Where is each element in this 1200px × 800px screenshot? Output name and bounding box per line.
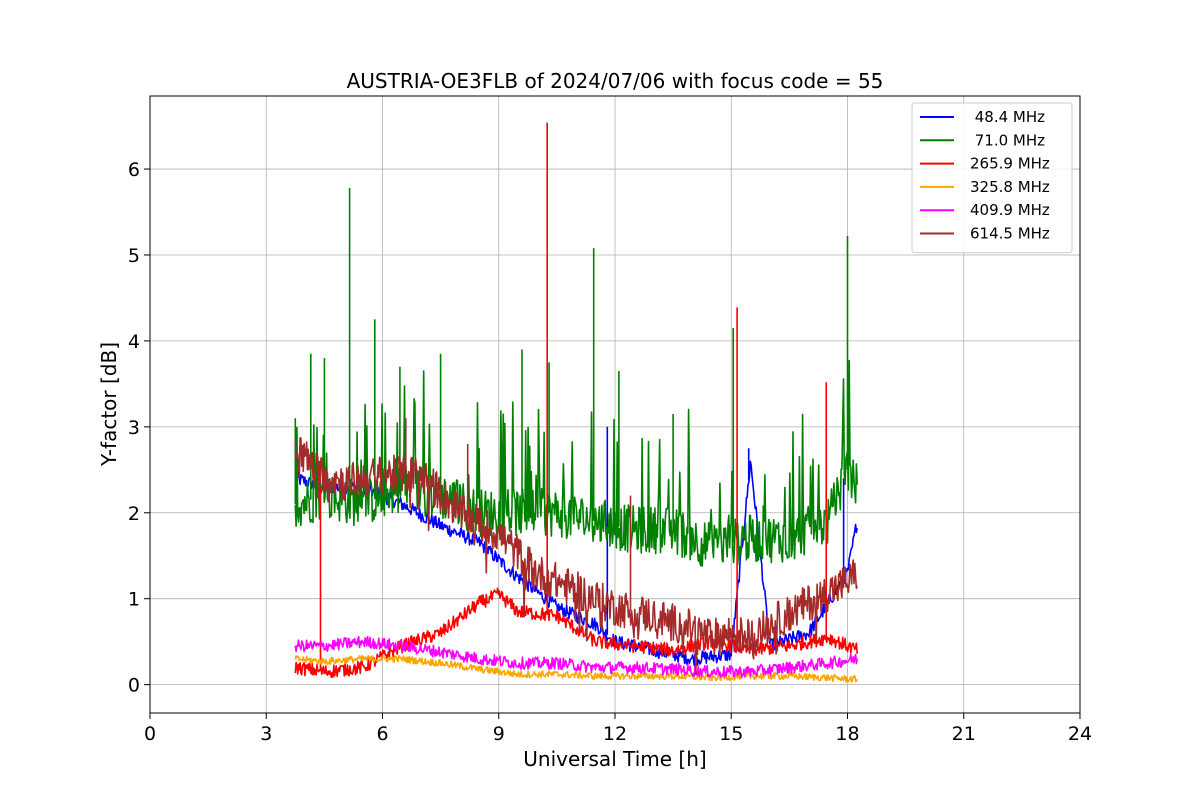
y-tick-label: 2 (128, 503, 140, 525)
legend-label: 614.5 MHz (970, 225, 1050, 243)
x-tick-label: 6 (376, 723, 388, 745)
legend-label: 409.9 MHz (970, 201, 1050, 219)
y-tick-label: 5 (128, 245, 140, 267)
series-line-409-9-mhz (294, 635, 858, 679)
chart-title: AUSTRIA-OE3FLB of 2024/07/06 with focus … (347, 69, 884, 93)
x-tick-label: 18 (835, 723, 859, 745)
x-tick-label: 0 (144, 723, 156, 745)
series-line-71-0-mhz (294, 187, 858, 567)
legend-label: 71.0 MHz (970, 131, 1045, 149)
x-tick-label: 21 (952, 723, 976, 745)
series-layer (294, 122, 858, 683)
x-tick-label: 12 (603, 723, 627, 745)
series-line-614-5-mhz (294, 418, 858, 676)
x-tick-label: 15 (719, 723, 743, 745)
legend-label: 325.8 MHz (970, 178, 1050, 196)
y-tick-label: 1 (128, 589, 140, 611)
y-tick-label: 4 (128, 331, 140, 353)
legend-label: 265.9 MHz (970, 155, 1050, 173)
legend: 48.4 MHz 71.0 MHz 265.9 MHz 325.8 MHz 409.9… (911, 102, 1073, 254)
x-tick-label: 9 (493, 723, 505, 745)
legend-label: 48.4 MHz (970, 108, 1045, 126)
series-line-265-9-mhz (294, 122, 858, 679)
grid-lines (149, 96, 1081, 713)
series-line-325-8-mhz (294, 654, 858, 683)
y-axis-label: Y-factor [dB] (97, 342, 121, 467)
x-tick-label: 3 (260, 723, 272, 745)
y-tick-label: 3 (128, 417, 140, 439)
x-axis-label: Universal Time [h] (523, 747, 706, 771)
x-tick-label: 24 (1068, 723, 1092, 745)
y-tick-label: 6 (128, 159, 140, 181)
y-tick-label: 0 (128, 675, 140, 697)
